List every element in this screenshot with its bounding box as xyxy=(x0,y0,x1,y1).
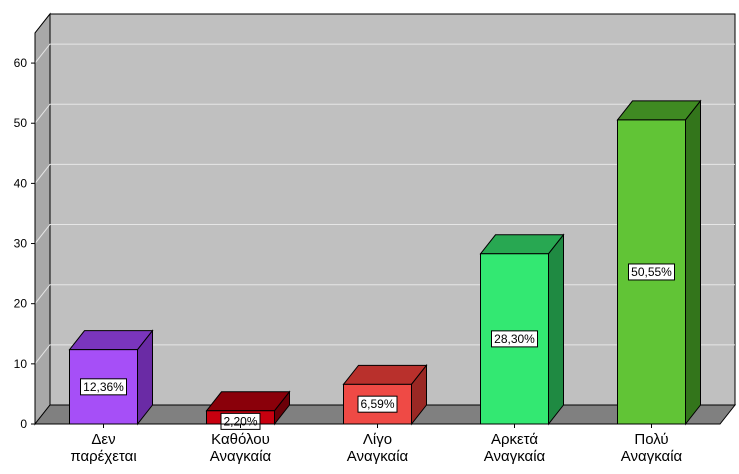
data-label: 6,59% xyxy=(357,395,398,413)
x-tick-label-line: Λίγο xyxy=(363,431,392,448)
gridline xyxy=(34,163,735,184)
data-label-text: 28,30% xyxy=(494,332,535,346)
x-tick-label: Πολύ Αναγκαία xyxy=(621,431,683,465)
side-wall xyxy=(34,12,51,426)
gridline xyxy=(34,224,735,244)
x-tick-label: Καθόλου Αναγκαία xyxy=(210,431,272,465)
data-label-text: 12,36% xyxy=(83,380,124,394)
data-label-box xyxy=(357,395,398,413)
gridline xyxy=(34,43,735,64)
x-tick-label-line: Αρκετά xyxy=(491,431,538,448)
y-tick-label: 0 xyxy=(20,417,27,431)
bar: 50,55% xyxy=(616,99,702,426)
data-label-box xyxy=(80,378,127,396)
x-tick-label-line: παρέχεται xyxy=(70,448,136,465)
bar-side xyxy=(548,233,564,426)
y-axis: 0 10 20 30 40 50 60 xyxy=(14,33,36,431)
bar: 6,59% xyxy=(342,363,428,426)
y-tick-label: 50 xyxy=(14,116,28,130)
data-label-text: 50,55% xyxy=(631,265,672,279)
bar: 12,36% xyxy=(68,329,154,426)
x-tick-label-line: Δεν xyxy=(91,431,115,448)
data-label-box xyxy=(220,412,261,430)
x-tick-label-line: Αναγκαία xyxy=(347,448,409,465)
x-tick-label-line: Πολύ xyxy=(634,431,668,448)
x-tick-label: Δεν παρέχεται xyxy=(70,431,136,465)
y-tick-label: 30 xyxy=(14,237,28,251)
y-tick-label: 20 xyxy=(14,297,28,311)
bar: 2,20% xyxy=(205,390,291,430)
x-tick-label-line: Αναγκαία xyxy=(484,448,546,465)
bars: 12,36% 2,20% 6,59% 28,30% 50,55% xyxy=(68,99,702,430)
data-label: 2,20% xyxy=(220,412,261,430)
x-tick-label-line: Αναγκαία xyxy=(210,448,272,465)
gridline xyxy=(34,103,735,124)
bar: 28,30% xyxy=(479,233,565,426)
y-tick-label: 10 xyxy=(14,357,28,371)
x-tick-label-line: Αναγκαία xyxy=(621,448,683,465)
data-label-box xyxy=(491,330,538,348)
data-label-text: 6,59% xyxy=(360,397,394,411)
bar-side xyxy=(685,99,701,426)
data-label-box xyxy=(628,263,675,281)
x-tick-label: Αρκετά Αναγκαία xyxy=(484,431,546,465)
y-tick-label: 60 xyxy=(14,56,28,70)
data-label-text: 2,20% xyxy=(223,414,257,428)
x-tick-label: Λίγο Αναγκαία xyxy=(347,431,409,465)
y-tick-label: 40 xyxy=(14,176,28,190)
data-label: 12,36% xyxy=(80,378,127,396)
data-label: 28,30% xyxy=(491,330,538,348)
x-tick-label-line: Καθόλου xyxy=(211,431,270,448)
data-label: 50,55% xyxy=(628,263,675,281)
